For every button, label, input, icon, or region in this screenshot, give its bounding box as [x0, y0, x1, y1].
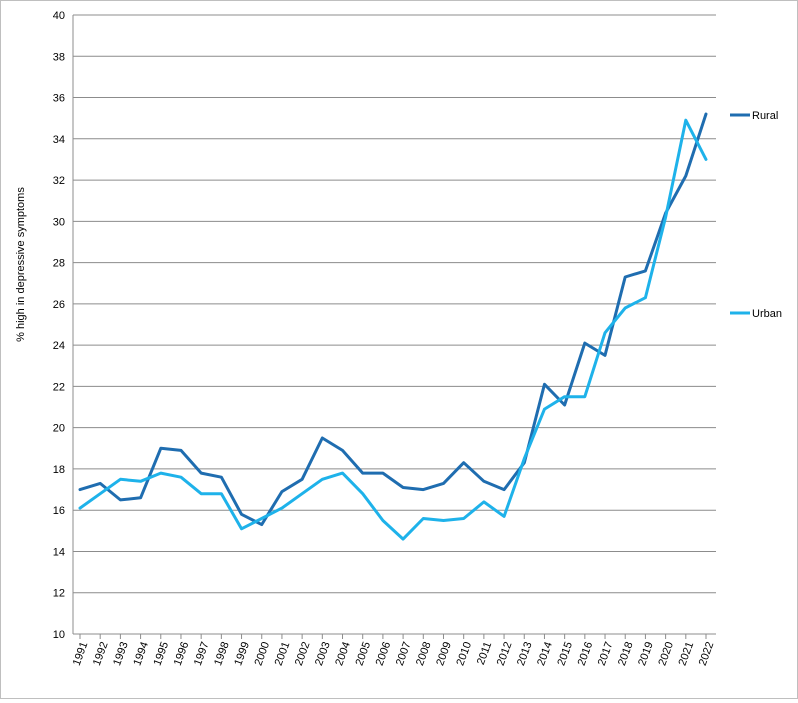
x-tick-label: 1994	[131, 640, 151, 667]
y-tick-label: 24	[53, 340, 65, 352]
y-axis-ticks: 10 12 14 16 18 20 22 24 26 28 30 32 34 36 38 40	[53, 10, 65, 641]
x-tick-label: 2002	[293, 640, 313, 667]
x-tick-label: 2008	[414, 640, 434, 667]
x-tick-label: 2013	[515, 640, 535, 667]
x-tick-label: 2015	[555, 640, 575, 667]
x-tick-label: 2018	[616, 640, 636, 667]
x-tick-label: 2003	[313, 640, 333, 667]
axes	[72, 15, 716, 635]
y-tick-label: 38	[53, 51, 65, 63]
x-tick-label: 2006	[374, 640, 394, 667]
x-tick-label: 1997	[192, 640, 212, 667]
y-tick-label: 30	[53, 216, 65, 228]
x-tick-label: 2012	[495, 640, 515, 667]
legend-label-urban: Urban	[752, 308, 782, 320]
series-line-rural	[78, 112, 708, 527]
x-tick-label: 2017	[596, 640, 616, 667]
x-tick-label: 2022	[697, 640, 717, 667]
x-tick-label: 1998	[212, 640, 232, 667]
y-tick-label: 28	[53, 258, 65, 270]
y-tick-label: 20	[53, 423, 65, 435]
y-tick-label: 14	[53, 546, 65, 558]
x-tick-label: 1993	[111, 640, 131, 667]
x-tick-label: 2010	[454, 640, 474, 667]
x-tick-label: 1991	[71, 640, 91, 667]
x-tick-label: 2014	[535, 640, 555, 667]
x-tick-label: 1999	[232, 640, 252, 667]
x-tick-label: 2001	[273, 640, 293, 667]
y-tick-label: 36	[53, 93, 65, 105]
x-tick-label: 2019	[636, 640, 656, 667]
x-tick-label: 2016	[576, 640, 596, 667]
x-tick-label: 2020	[656, 640, 676, 667]
x-tick-label: 1992	[91, 640, 111, 667]
x-tick-label: 2004	[333, 640, 353, 667]
x-tick-label: 2007	[394, 640, 414, 667]
series-line-urban	[78, 118, 708, 541]
y-tick-label: 16	[53, 505, 65, 517]
x-tick-label: 2021	[677, 640, 697, 667]
y-tick-label: 32	[53, 175, 65, 187]
x-tick-label: 2005	[353, 640, 373, 667]
y-axis-title: % high in depressive symptoms	[15, 187, 27, 342]
series-lines	[78, 112, 708, 541]
x-tick-label: 2009	[434, 640, 454, 667]
y-tick-label: 40	[53, 10, 65, 22]
legend: Rural Urban	[730, 110, 782, 320]
x-tick-label: 2011	[475, 640, 494, 666]
y-tick-label: 26	[53, 299, 65, 311]
x-tick-label: 2000	[253, 640, 273, 667]
legend-label-rural: Rural	[752, 110, 778, 122]
y-tick-label: 18	[53, 464, 65, 476]
y-tick-label: 22	[53, 381, 65, 393]
x-tick-label: 1996	[172, 640, 192, 667]
y-tick-label: 12	[53, 588, 65, 600]
gridlines	[73, 14, 716, 594]
y-tick-label: 10	[53, 629, 65, 641]
y-tick-label: 34	[53, 134, 65, 146]
x-axis-ticks: 1991 1992 1993 1994 1995 1996 1997 1998 1999 2000…	[71, 634, 717, 667]
x-tick-label: 1995	[152, 640, 172, 667]
